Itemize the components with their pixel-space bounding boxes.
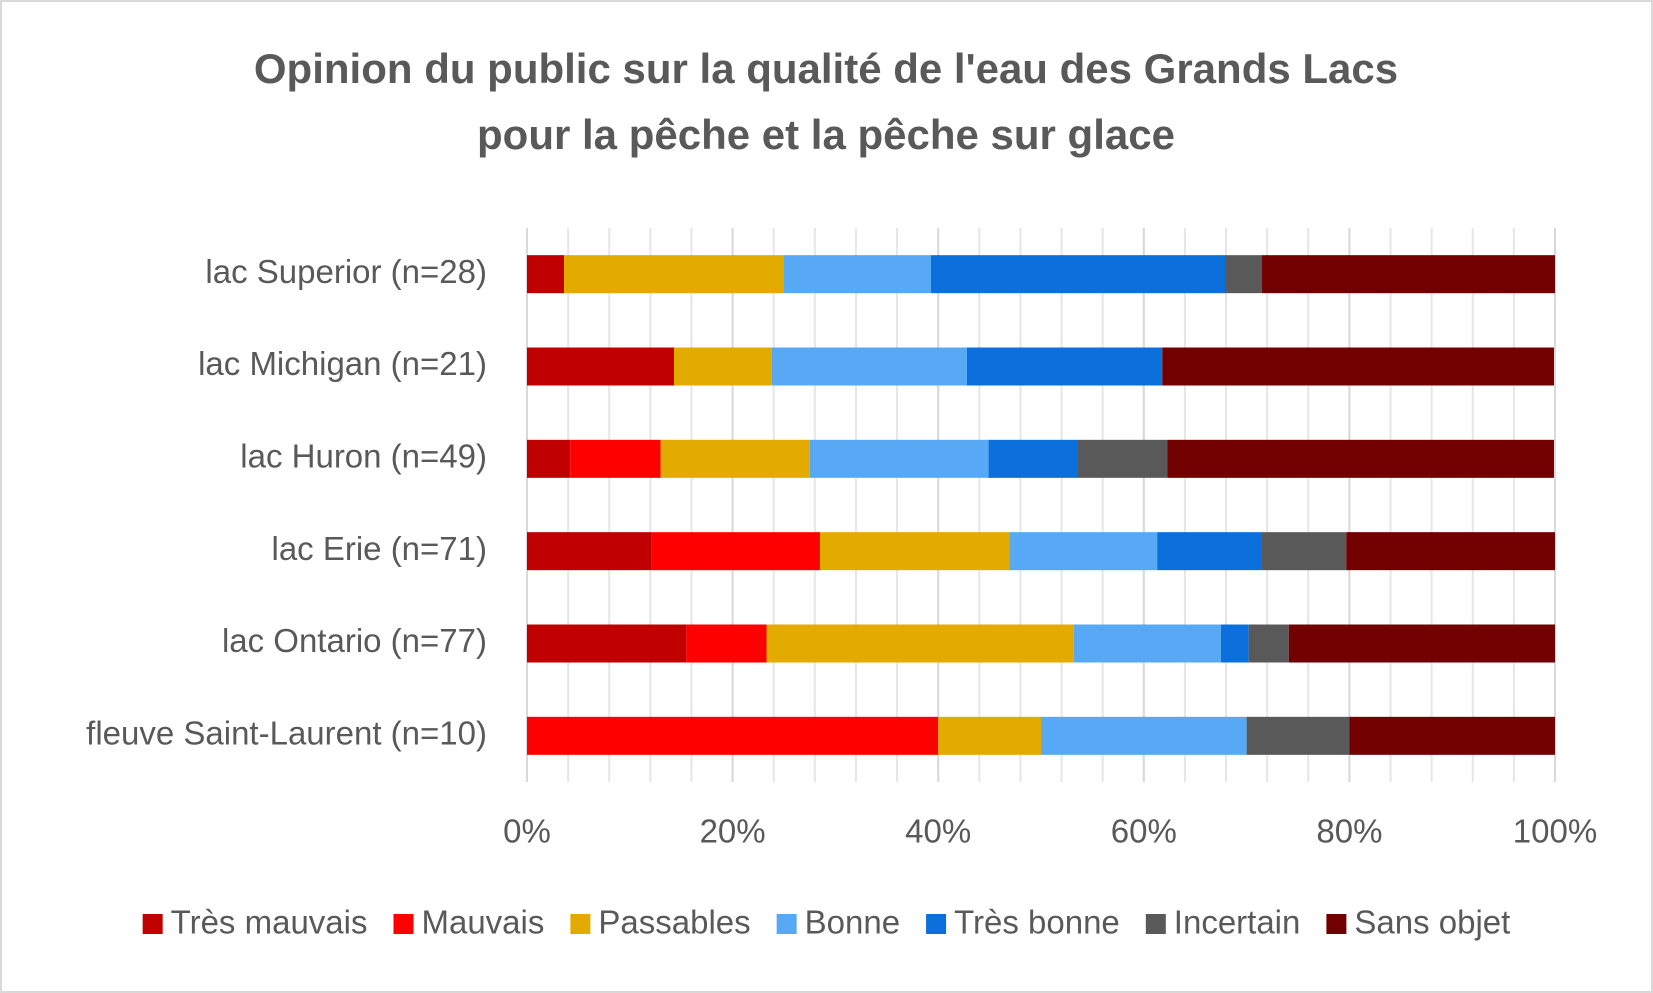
x-tick-label: 20% bbox=[700, 813, 766, 850]
legend-label: Passables bbox=[598, 904, 750, 941]
bar-segment bbox=[931, 255, 1226, 294]
bar-segment bbox=[1346, 532, 1555, 571]
bar-segment bbox=[1162, 347, 1554, 386]
bar-segment bbox=[1041, 716, 1247, 755]
bar-segment bbox=[660, 439, 810, 478]
legend-label: Incertain bbox=[1174, 904, 1301, 941]
y-tick-label: lac Michigan (n=21) bbox=[198, 345, 487, 382]
legend-label: Bonne bbox=[805, 904, 900, 941]
bar-segment bbox=[766, 624, 1074, 663]
y-tick-label: fleuve Saint-Laurent (n=10) bbox=[86, 715, 487, 752]
bar-segment bbox=[527, 439, 571, 478]
bar-segment bbox=[1078, 439, 1168, 478]
bar-segment bbox=[570, 439, 661, 478]
bar-segment bbox=[1246, 716, 1350, 755]
legend-label: Mauvais bbox=[421, 904, 544, 941]
bar-segment bbox=[1349, 716, 1555, 755]
bar-segment bbox=[527, 255, 565, 294]
bar-segment bbox=[527, 716, 939, 755]
legend-label: Très bonne bbox=[954, 904, 1120, 941]
bar-segment bbox=[1248, 624, 1289, 663]
legend-label: Sans objet bbox=[1354, 904, 1510, 941]
bar-segment bbox=[1220, 624, 1249, 663]
bar-segment bbox=[988, 439, 1079, 478]
bar-segment bbox=[819, 532, 1010, 571]
bar-segment bbox=[809, 439, 989, 478]
bar-segment bbox=[1262, 255, 1555, 294]
chart-title: pour la pêche et la pêche sur glace bbox=[477, 111, 1175, 158]
bar-segment bbox=[564, 255, 784, 294]
x-tick-label: 80% bbox=[1316, 813, 1382, 850]
bar-segment bbox=[1167, 439, 1554, 478]
x-tick-label: 0% bbox=[503, 813, 551, 850]
bar-segment bbox=[938, 716, 1041, 755]
legend-swatch bbox=[926, 914, 947, 934]
bar-segment bbox=[1073, 624, 1221, 663]
bar-segment bbox=[784, 255, 932, 294]
bar-segment bbox=[1157, 532, 1263, 571]
y-tick-label: lac Erie (n=71) bbox=[271, 530, 487, 567]
chart-title: Opinion du public sur la qualité de l'ea… bbox=[254, 45, 1398, 92]
legend-swatch bbox=[393, 914, 414, 934]
legend-swatch bbox=[776, 914, 797, 934]
bar-segment bbox=[527, 532, 652, 571]
x-tick-label: 40% bbox=[905, 813, 971, 850]
bar-segment bbox=[771, 347, 967, 386]
bar-segment bbox=[686, 624, 767, 663]
bar-segment bbox=[1288, 624, 1555, 663]
bar-segment bbox=[1225, 255, 1263, 294]
legend-label: Très mauvais bbox=[171, 904, 368, 941]
bar-segment bbox=[651, 532, 820, 571]
bar-segment bbox=[1262, 532, 1347, 571]
legend-swatch bbox=[1145, 914, 1166, 934]
y-tick-label: lac Superior (n=28) bbox=[205, 253, 487, 290]
bar-segment bbox=[674, 347, 772, 386]
legend-swatch bbox=[570, 914, 591, 934]
x-tick-label: 100% bbox=[1513, 813, 1597, 850]
bar-segment bbox=[527, 624, 687, 663]
y-tick-label: lac Huron (n=49) bbox=[240, 438, 487, 475]
y-tick-label: lac Ontario (n=77) bbox=[222, 622, 487, 659]
x-tick-label: 60% bbox=[1111, 813, 1177, 850]
bar-segment bbox=[1009, 532, 1158, 571]
bar-segment bbox=[966, 347, 1163, 386]
legend-swatch bbox=[1326, 914, 1347, 934]
bar-segment bbox=[527, 347, 675, 386]
legend-swatch bbox=[142, 914, 163, 934]
